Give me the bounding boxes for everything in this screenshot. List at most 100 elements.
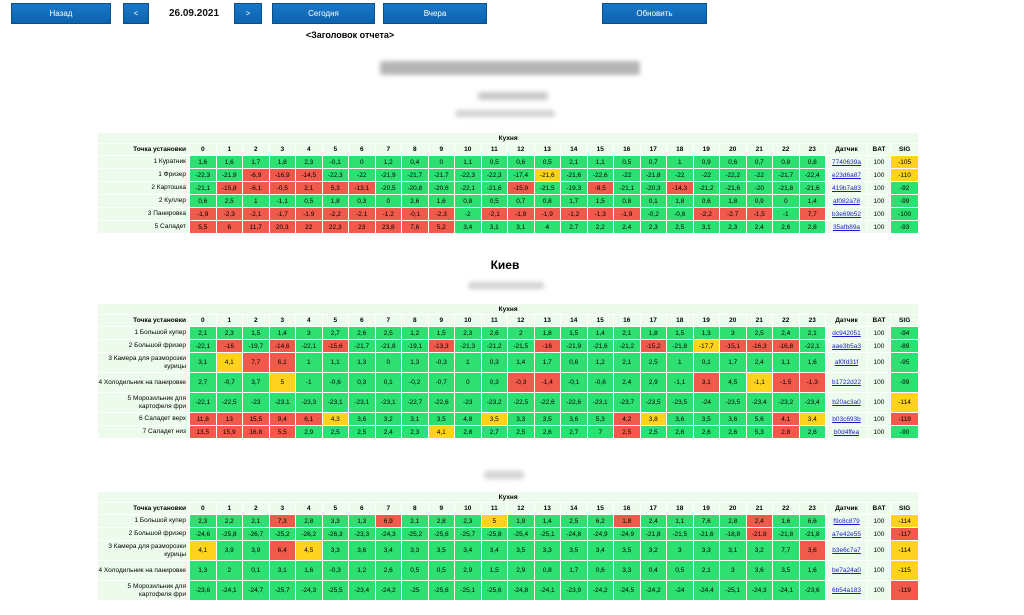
yesterday-button[interactable]: Вчера [383,3,487,24]
value-cell: 1,5 [666,326,694,340]
column-header-sensor: Датчик [825,314,868,327]
value-cell: -22,7 [401,392,429,413]
value-cell: 1,1 [321,352,349,373]
table-row: 1 Большой купер 2,3 2,2 2,1 7,3 2,8 3,3 1,3 6,9 2… [97,514,920,528]
value-cell: 2,4 [745,352,773,373]
value-cell: 2,6 [533,425,561,439]
sensor-link[interactable]: b20ac3a0 [832,399,861,406]
value-cell: -24,9 [613,527,641,541]
value-cell: -24 [666,580,694,601]
value-cell: 3,6 [348,540,376,561]
value-cell: -20,8 [401,181,429,195]
zone-header: Кухня [96,491,920,503]
value-cell: 2,7 [321,326,349,340]
value-cell: -9,5 [586,181,614,195]
today-button[interactable]: Сегодня [272,3,375,24]
value-cell: -0,2 [639,207,667,221]
column-header-hour: 9 [427,314,455,327]
refresh-button[interactable]: Обновить [602,3,707,24]
sensor-link[interactable]: af082a78 [832,197,861,205]
value-cell: -21,8 [666,339,694,353]
value-cell: -25,1 [719,580,747,601]
sensor-cell: 7740639a [825,155,868,169]
value-cell: -2 [454,207,482,221]
sensor-link[interactable]: b0d4ffea [833,428,860,436]
sensor-link[interactable]: f9c8c879 [833,517,860,525]
table-row: 2 Куллер 0,6 2,5 1 -1,1 0,5 1,8 0,3 0 2,6 1,6 0,8 0,… [97,194,920,208]
battery-cell: 100 [867,326,891,340]
value-cell: 3,1 [480,220,508,234]
sensor-cell: b3e6c7a7 [825,540,868,561]
back-button[interactable]: Назад [11,3,111,24]
sensor-link[interactable]: b03c693b [832,415,861,423]
value-cell: -25,7 [268,580,296,601]
value-cell: 1,1 [666,514,694,528]
value-cell: -22,6 [586,168,614,182]
value-cell: -21,2 [692,181,720,195]
value-cell: -24,3 [745,580,773,601]
column-header-hour: 15 [586,143,614,156]
value-cell: 2,1 [560,155,588,169]
value-cell: 1,2 [348,560,376,581]
sensor-cell: b03c693b [825,412,868,426]
sensor-link[interactable]: b3e69b52 [832,210,861,218]
value-cell: -1,3 [798,372,826,393]
value-cell: -2,7 [719,207,747,221]
value-cell: -15,2 [639,339,667,353]
value-cell: 2,2 [215,514,243,528]
next-date-button[interactable]: > [234,3,262,24]
column-header-sensor: Датчик [825,143,868,156]
value-cell: 2,8 [719,514,747,528]
value-cell: 4,3 [321,412,349,426]
sensor-link[interactable]: dc942051 [832,329,861,337]
value-cell: -0,1 [321,155,349,169]
value-cell: 3 [719,560,747,581]
sensor-link[interactable]: b1722d22 [832,379,861,386]
sensor-link[interactable]: af0fd31f [834,359,859,366]
value-cell: 1,7 [719,352,747,373]
sensor-link[interactable]: 35afb89a [832,223,861,231]
value-cell: -15,6 [321,339,349,353]
value-cell: -2,1 [348,207,376,221]
sensor-link[interactable]: aae3b5a3 [832,342,861,350]
sensor-link[interactable]: b3e6c7a7 [832,547,861,554]
value-cell: -1,3 [586,207,614,221]
value-cell: -25,8 [215,527,243,541]
column-header-hour: 0 [189,143,217,156]
column-header-hour: 15 [586,314,614,327]
value-cell: -0,6 [321,372,349,393]
value-cell: -0,6 [666,207,694,221]
value-cell: 2,1 [692,560,720,581]
column-header-hour: 5 [321,314,349,327]
value-cell: 2,4 [772,326,800,340]
signal-cell: -100 [889,207,920,221]
table-row: 2 Большой фризер -24,6 -25,8 -26,7 -25,2 -26,… [97,527,920,541]
column-header-hour: 0 [189,502,217,515]
value-cell: 3,3 [533,540,561,561]
value-cell: 1,7 [533,352,561,373]
value-cell: 22 [295,220,323,234]
value-cell: 0,6 [692,194,720,208]
value-cell: 1,8 [268,155,296,169]
value-cell: 0,5 [666,560,694,581]
sensor-link[interactable]: 419b7a83 [832,184,861,192]
value-cell: 3,6 [666,412,694,426]
sensor-link[interactable]: 7740639a [832,158,861,166]
sensor-link[interactable]: e23d6a87 [832,171,861,179]
column-header-hour: 17 [639,314,667,327]
value-cell: 3,3 [613,560,641,581]
value-cell: -0,7 [215,372,243,393]
value-cell: 0,8 [533,194,561,208]
value-cell: -1,7 [268,207,296,221]
prev-date-button[interactable]: < [123,3,149,24]
column-header-sig: SIG [889,502,920,515]
value-cell: 20,3 [268,220,296,234]
value-cell: 0,5 [613,155,641,169]
sensor-link[interactable]: a7e42e55 [832,530,861,538]
value-cell: 3,5 [560,540,588,561]
sensor-link[interactable]: 6b54a183 [832,587,861,594]
sensor-link[interactable]: be7a24a0 [832,567,861,574]
value-cell: 1,8 [719,194,747,208]
value-cell: 3,1 [401,412,429,426]
value-cell: 2,1 [242,514,270,528]
